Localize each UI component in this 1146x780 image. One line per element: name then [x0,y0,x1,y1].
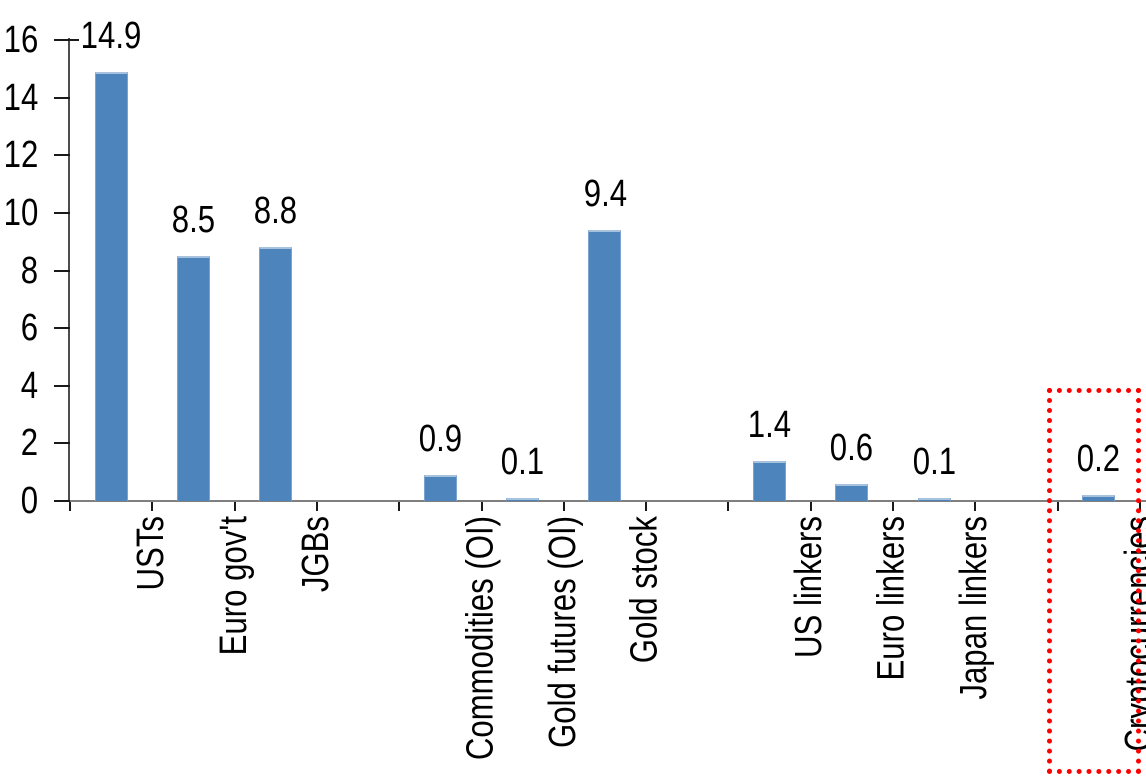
bar-category-label: Gold stock [623,516,666,664]
x-tick [69,502,71,511]
bar [94,71,128,501]
x-tick [398,502,401,511]
y-tick-label: 4 [20,364,38,407]
bar-category-label: JGBs [294,516,337,593]
bar-category-label: US linkers [788,516,831,658]
bar [588,230,622,501]
bar [753,460,787,501]
bar-category-label: Euro linkers [870,516,913,681]
y-tick-label: 10 [3,191,38,234]
y-tick [54,327,70,330]
y-tick-label: 12 [3,134,38,177]
x-tick [562,502,565,511]
y-tick [54,154,70,157]
bar-value-label: 0.9 [418,418,462,461]
x-tick [892,502,894,511]
bar-value-label: 0.1 [500,441,545,483]
y-tick [54,211,70,214]
bar-value-label: 0.6 [830,426,874,469]
x-tick [974,502,977,511]
bar [506,498,540,501]
bar-value-label: 14.9 [80,14,142,57]
bar [835,483,869,501]
bar-category-label: USTs [130,516,173,591]
y-tick-label: 14 [3,76,38,119]
bar [423,475,457,501]
x-axis-line [68,500,1146,502]
y-tick [54,269,70,272]
bar-value-label: 0.2 [1077,438,1121,481]
y-tick-label: 16 [3,19,38,61]
y-tick-label: 0 [20,480,38,522]
bar [259,247,293,501]
y-tick [54,39,70,41]
bar-value-label: 9.4 [583,173,627,216]
y-tick-label: 2 [20,422,38,465]
y-tick [54,96,70,99]
bar-category-label: Commodities (OI) [459,516,502,761]
x-tick [645,502,648,511]
x-tick [151,502,154,511]
y-tick [54,500,70,502]
x-tick [727,502,730,511]
y-tick [54,442,70,445]
x-tick [315,502,318,511]
bar [917,498,951,501]
y-tick [70,39,79,41]
bar-category-label: Euro gov't [212,516,255,656]
bar-category-label: Gold futures (OI) [541,516,584,749]
bar-value-label: 0.1 [912,441,956,483]
bar-value-label: 8.5 [171,199,216,242]
bar [1082,495,1116,501]
x-tick [809,502,812,511]
bar-category-label: Japan linkers [953,516,996,700]
y-tick-label: 8 [20,249,38,292]
bar [176,256,210,501]
highlight-box [1046,388,1141,774]
y-tick-label: 6 [20,307,38,350]
x-tick [1056,502,1059,511]
y-tick [54,384,70,387]
bar-value-label: 1.4 [747,403,792,446]
x-tick [233,502,236,511]
x-tick [480,502,483,511]
bar-value-label: 8.8 [254,190,298,233]
